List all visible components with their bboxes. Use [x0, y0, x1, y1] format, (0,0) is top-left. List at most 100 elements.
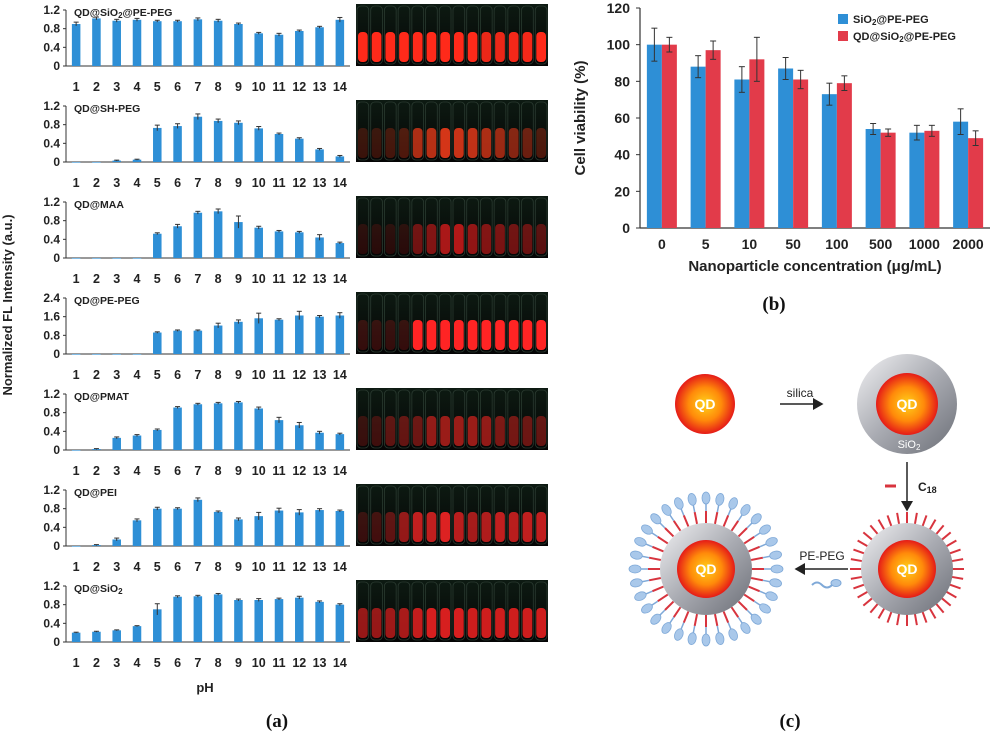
bar: [274, 510, 284, 546]
qd-label-c18: QD: [897, 561, 918, 577]
tube-photo-5: [356, 388, 548, 450]
x-tick-label: 11: [272, 368, 285, 382]
bar: [92, 631, 101, 642]
peg-anchor: [748, 585, 760, 593]
vial-glass: [384, 197, 397, 257]
vial-glass: [507, 101, 520, 161]
legend-part: SiO: [853, 14, 872, 26]
legend-part: 2: [899, 35, 904, 44]
vial-glass: [397, 5, 411, 65]
x-tick-label: 6: [174, 272, 181, 286]
vial-glass: [370, 293, 383, 353]
vial-glass: [397, 293, 411, 353]
bar: [315, 601, 324, 642]
x-tick-label: 2: [93, 272, 100, 286]
y-tick-label: 1.2: [43, 195, 60, 209]
peg-head: [674, 497, 684, 510]
bar: [254, 318, 263, 354]
x-tick-label: 12: [292, 272, 306, 286]
panel-a-label: (a): [266, 711, 288, 732]
vial-glass: [493, 581, 507, 641]
y-tick-label: 0.8: [43, 598, 60, 612]
bar: [213, 325, 223, 354]
c18-chain: [935, 602, 945, 614]
vial: [440, 416, 450, 446]
x-tick-label: 3: [113, 656, 120, 670]
peg-anchor: [722, 515, 730, 527]
x-tick-label: 12: [292, 80, 306, 94]
peg-anchor: [713, 613, 719, 627]
title-part: @PE-PEG: [123, 7, 173, 19]
vial-glass: [452, 293, 466, 353]
vial-glass: [425, 197, 438, 257]
bar: [153, 609, 162, 642]
vial-glass: [384, 389, 397, 449]
c18-chain: [850, 575, 863, 580]
x-tick-label: 3: [113, 176, 120, 190]
vial: [426, 416, 437, 446]
x-tick-label: 10: [252, 176, 266, 190]
x-tick-label: 11: [272, 560, 285, 574]
title-part: QD@PMAT: [74, 391, 130, 403]
x-tick-label: 7: [194, 176, 201, 190]
vial: [412, 224, 423, 254]
c18-chain: [945, 590, 957, 599]
legend-label: QD@SiO2@PE-PEG: [853, 31, 956, 44]
x-tick-label: 4: [134, 176, 141, 190]
bar: [274, 231, 284, 258]
x-tick-label: 11: [272, 80, 285, 94]
x-tick-label: 5: [154, 656, 161, 670]
vial-glass: [466, 101, 479, 161]
bar: [213, 594, 223, 642]
x-tick-label: 6: [174, 368, 181, 382]
vial: [536, 128, 546, 158]
x-tick-label: 13: [313, 272, 327, 286]
x-tick-label: 2: [93, 464, 100, 478]
vial-glass: [493, 485, 507, 545]
peg-head: [769, 578, 782, 588]
vial-glass: [411, 197, 424, 257]
vial-glass: [466, 293, 479, 353]
peg-head: [650, 513, 662, 525]
bar: [153, 429, 162, 450]
vial-glass: [411, 389, 424, 449]
vial-glass: [411, 485, 424, 545]
x-tick-label: 5: [702, 236, 710, 252]
vial: [412, 416, 423, 446]
bar: [880, 132, 896, 228]
pe-peg-corona: [628, 491, 784, 647]
vial-glass: [493, 293, 507, 353]
bar: [646, 44, 662, 228]
x-tick-label: 12: [292, 368, 306, 382]
vial-glass: [425, 389, 438, 449]
peg-anchor: [722, 611, 730, 623]
vial: [508, 224, 519, 254]
bar: [193, 596, 203, 642]
bar: [132, 435, 142, 450]
c18-chain: [913, 512, 918, 525]
vial: [358, 320, 368, 350]
title-part: 2: [118, 587, 123, 596]
x-tick-label: 5: [154, 176, 161, 190]
c18-chain: [862, 531, 874, 541]
c18-chain: [869, 602, 879, 614]
y-tick-label: 0: [53, 155, 60, 169]
vial-glass: [493, 5, 507, 65]
x-tick-label: 10: [252, 368, 266, 382]
bar: [173, 21, 182, 66]
x-tick-label: 1: [73, 368, 80, 382]
y-tick-label: 40: [614, 147, 630, 163]
bar: [213, 120, 223, 162]
vial: [522, 416, 533, 446]
peg-anchor: [682, 611, 690, 623]
x-tick-label: 6: [174, 560, 181, 574]
bar: [112, 354, 121, 355]
vial-glass: [466, 485, 479, 545]
x-tick-label: 13: [313, 656, 327, 670]
peg-anchor: [672, 606, 682, 618]
vial-glass: [534, 5, 548, 65]
c18-chain: [913, 613, 918, 626]
vial: [440, 608, 450, 638]
bar: [234, 402, 243, 450]
